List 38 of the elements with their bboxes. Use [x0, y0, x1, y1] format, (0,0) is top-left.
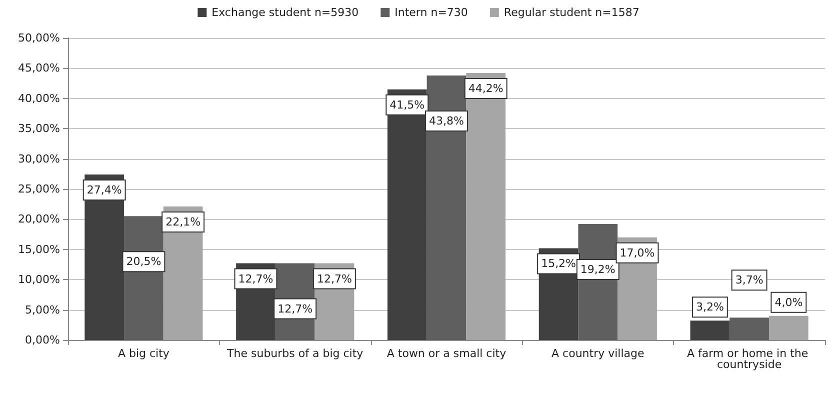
legend-label: Intern n=730 — [394, 6, 468, 19]
data-label: 12,7% — [278, 302, 313, 316]
x-tick-label: A big city — [118, 347, 170, 360]
y-tick-label: 30,00% — [18, 152, 60, 166]
data-label: 44,2% — [468, 82, 504, 96]
bar — [768, 316, 808, 340]
x-tick-label: The suburbs of a big city — [226, 347, 364, 360]
bar — [690, 320, 730, 340]
legend-label: Regular student n=1587 — [504, 6, 640, 19]
y-tick-label: 10,00% — [18, 273, 60, 286]
x-tick-label: A town or a small city — [386, 347, 507, 360]
y-tick-label: 25,00% — [18, 182, 60, 196]
y-tick-label: 50,00% — [18, 32, 60, 44]
y-tick-label: 5,00% — [25, 303, 60, 316]
data-label: 12,7% — [238, 272, 274, 286]
y-tick-label: 20,00% — [18, 212, 60, 226]
y-tick-label: 40,00% — [18, 92, 60, 105]
bar — [426, 75, 466, 340]
data-label: 20,5% — [126, 255, 162, 268]
data-label: 4,0% — [774, 296, 803, 309]
y-tick-label: 35,00% — [18, 122, 60, 136]
data-label: 22,1% — [166, 216, 201, 229]
y-tick-label: 0,00% — [25, 334, 60, 346]
data-label: 12,7% — [316, 272, 352, 286]
bar — [730, 318, 769, 340]
data-label: 43,8% — [429, 114, 464, 128]
x-tick-label: A country village — [552, 347, 645, 360]
data-label: 17,0% — [620, 246, 655, 260]
y-tick-label: 15,00% — [18, 242, 60, 256]
data-label: 3,2% — [696, 300, 724, 314]
x-tick-label: A farm or home in the countryside — [686, 347, 812, 371]
data-label: 41,5% — [390, 98, 425, 112]
data-label: 19,2% — [580, 263, 616, 276]
data-label: 3,7% — [735, 274, 764, 287]
legend-label: Exchange student n=5930 — [212, 6, 359, 19]
y-tick-label: 45,00% — [18, 62, 60, 75]
data-label: 15,2% — [541, 257, 576, 270]
data-label: 27,4% — [86, 184, 122, 197]
